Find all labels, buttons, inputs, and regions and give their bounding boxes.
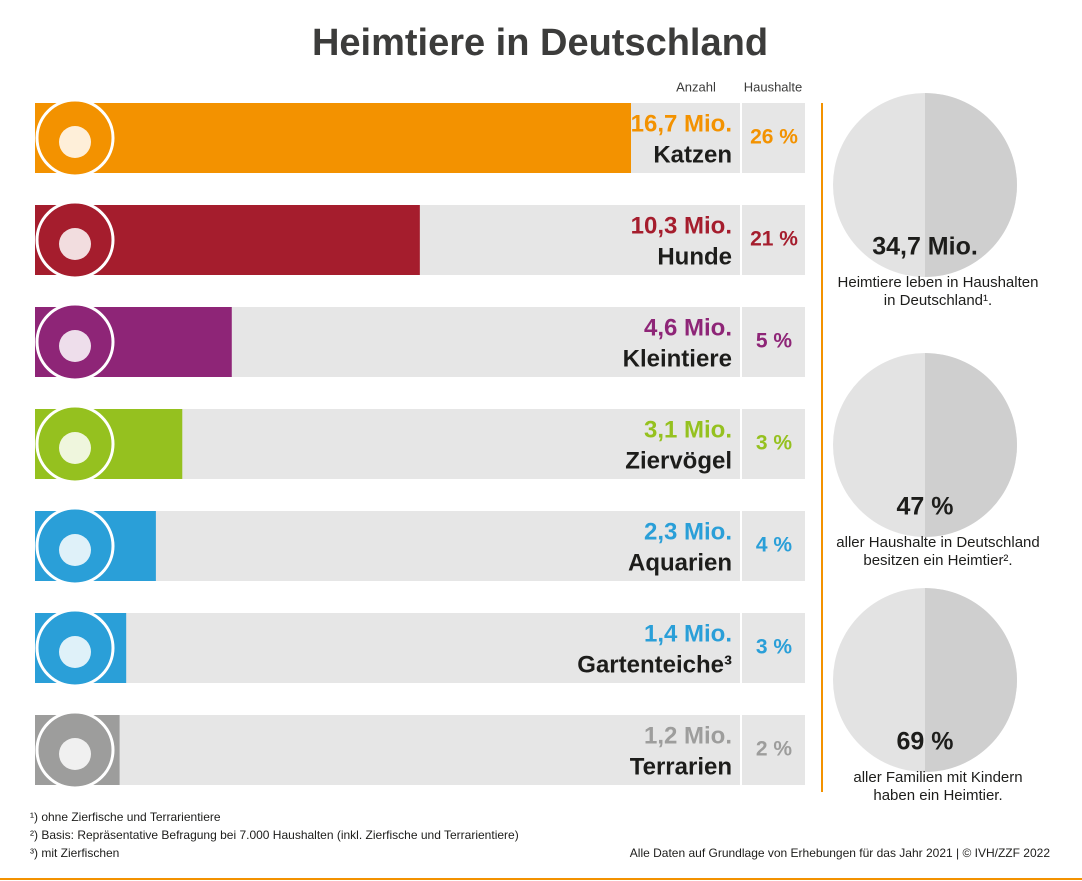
highlight-shade xyxy=(925,353,1017,537)
percent-label: 4 % xyxy=(756,534,793,557)
category-label: Terrarien xyxy=(630,753,732,780)
value-label: 4,6 Mio. xyxy=(644,314,732,341)
category-label: Katzen xyxy=(653,141,732,168)
highlight-shade xyxy=(925,588,1017,772)
bar xyxy=(80,103,631,173)
icon-shape xyxy=(59,228,91,260)
value-label: 16,7 Mio. xyxy=(631,110,732,137)
percent-background xyxy=(742,205,805,275)
highlight-text: besitzen ein Heimtier². xyxy=(863,552,1012,569)
percent-background xyxy=(742,409,805,479)
chart-title: Heimtiere in Deutschland xyxy=(312,22,768,64)
bar-background xyxy=(35,715,740,785)
highlight-text: Heimtiere leben in Haushalten xyxy=(838,274,1039,291)
icon-shape xyxy=(59,636,91,668)
value-label: 1,2 Mio. xyxy=(644,722,732,749)
footnote: ¹) ohne Zierfische und Terrarientiere xyxy=(30,810,221,824)
footnote: ²) Basis: Repräsentative Befragung bei 7… xyxy=(30,828,519,842)
category-label: Aquarien xyxy=(628,549,732,576)
bar-background xyxy=(35,613,740,683)
icon-shape xyxy=(59,330,91,362)
icon-shape xyxy=(59,738,91,770)
percent-label: 3 % xyxy=(756,432,793,455)
percent-background xyxy=(742,511,805,581)
category-label: Kleintiere xyxy=(623,345,732,372)
category-label: Gartenteiche³ xyxy=(577,651,732,678)
category-label: Ziervögel xyxy=(625,447,732,474)
highlight-text: haben ein Heimtier. xyxy=(873,787,1002,804)
percent-background xyxy=(742,715,805,785)
icon-shape xyxy=(59,126,91,158)
highlight-shade xyxy=(925,93,1017,277)
percent-background xyxy=(742,307,805,377)
column-header: Anzahl xyxy=(676,79,716,94)
value-label: 1,4 Mio. xyxy=(644,620,732,647)
icon-shape xyxy=(59,534,91,566)
percent-label: 2 % xyxy=(756,738,793,761)
percent-background xyxy=(742,103,805,173)
highlight-text: aller Familien mit Kindern xyxy=(853,769,1022,786)
percent-label: 5 % xyxy=(756,330,793,353)
category-label: Hunde xyxy=(657,243,732,270)
column-header: Haushalte xyxy=(744,79,803,94)
percent-label: 3 % xyxy=(756,636,793,659)
value-label: 2,3 Mio. xyxy=(644,518,732,545)
percent-label: 26 % xyxy=(750,126,798,149)
icon-shape xyxy=(59,432,91,464)
percent-label: 21 % xyxy=(750,228,798,251)
value-label: 3,1 Mio. xyxy=(644,416,732,443)
percent-background xyxy=(742,613,805,683)
bar xyxy=(80,205,420,275)
value-label: 10,3 Mio. xyxy=(631,212,732,239)
source: Alle Daten auf Grundlage von Erhebungen … xyxy=(630,846,1051,860)
highlight-text: in Deutschland¹. xyxy=(884,292,992,309)
highlight-value: 34,7 Mio. xyxy=(872,233,978,261)
highlight-text: aller Haushalte in Deutschland xyxy=(836,534,1039,551)
highlight-value: 69 % xyxy=(897,728,954,756)
highlight-value: 47 % xyxy=(897,493,954,521)
footnote: ³) mit Zierfischen xyxy=(30,846,119,860)
